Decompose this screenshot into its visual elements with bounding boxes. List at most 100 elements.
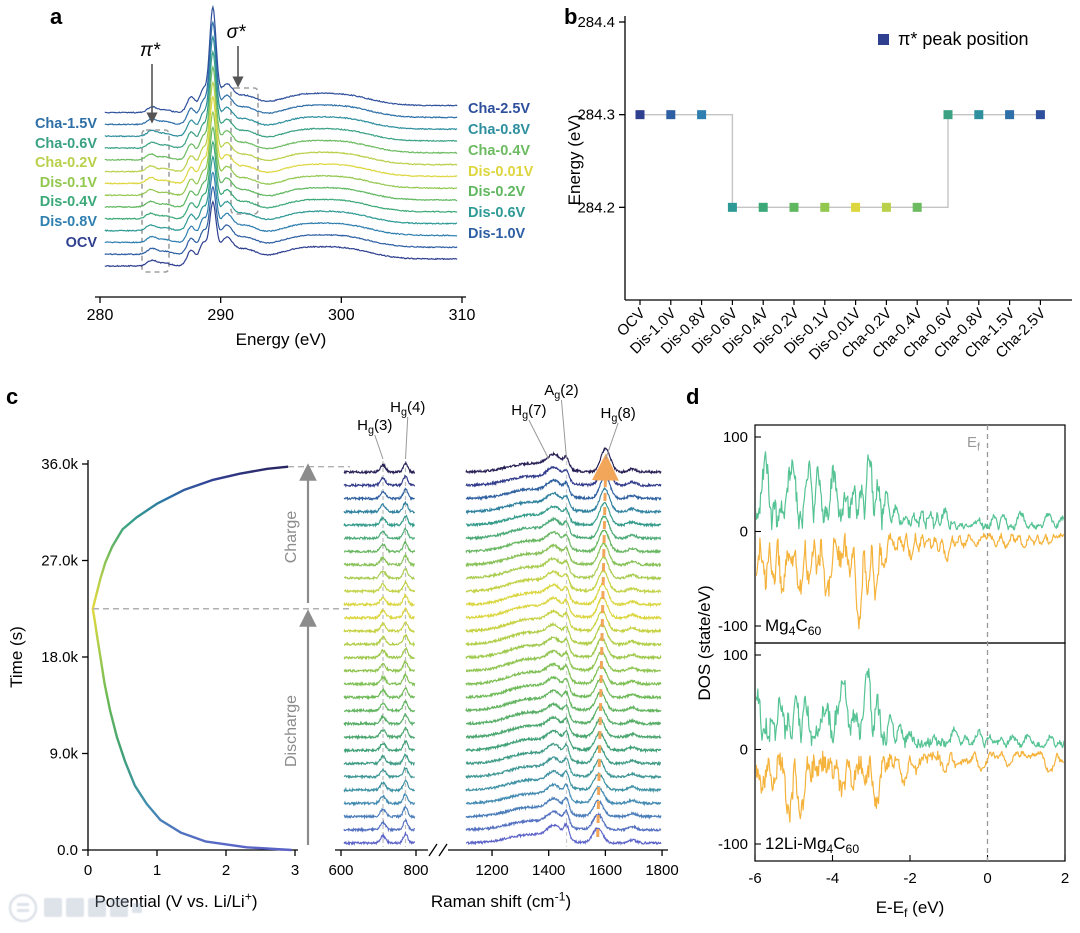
raman-xlabel: Raman shift (cm-1) — [431, 890, 571, 911]
panel-label-c: c — [6, 384, 19, 409]
raman-curve-20 — [343, 555, 662, 582]
peak-marker-Dis-0.1V — [820, 202, 830, 212]
peak-marker-OCV — [635, 110, 645, 120]
xas-curve-Dis-0.8V — [104, 171, 458, 244]
potential-xtick: 0 — [84, 862, 92, 879]
panel-b-ytick: 284.3 — [577, 107, 615, 124]
raman-curve-13 — [343, 649, 662, 674]
curve-label-Dis-1.0V: Dis-1.0V — [468, 226, 526, 242]
curve-label-Dis-0.2V: Dis-0.2V — [468, 184, 526, 200]
xas-curve-Cha-0.2V — [104, 81, 458, 173]
sigma-star-annotation: σ* — [227, 22, 246, 43]
panel-b-legend: π* peak position — [898, 29, 1029, 49]
discharge-arrow-label: Discharge — [283, 695, 300, 767]
raman-curve-19 — [343, 569, 662, 595]
curve-label-OCV: OCV — [66, 235, 98, 251]
panel-label-a: a — [50, 4, 63, 29]
raman-mode-label-4: Hg(8) — [601, 405, 636, 425]
dos-xtick: -2 — [903, 870, 916, 887]
panel-a-xtick: 280 — [87, 307, 114, 324]
curve-label-Cha-1.5V: Cha-1.5V — [35, 116, 97, 132]
raman-curve-22 — [343, 529, 662, 555]
xas-curve-Dis-0.01V — [104, 95, 458, 185]
raman-xtick: 1800 — [645, 862, 678, 879]
raman-xtick: 1200 — [475, 862, 508, 879]
raman-curve-27 — [343, 460, 662, 489]
peak-marker-Cha-2.5V — [1035, 110, 1045, 120]
raman-curve-21 — [343, 540, 662, 568]
curve-label-Dis-0.8V: Dis-0.8V — [40, 214, 98, 230]
panel-b-ylabel: Energy (eV) — [565, 115, 584, 206]
curve-label-Cha-0.8V: Cha-0.8V — [468, 122, 530, 138]
sigma-star-box — [230, 87, 259, 215]
raman-curve-17 — [343, 595, 662, 621]
time-ytick: 9.0k — [50, 746, 79, 763]
peak-marker-Cha-1.5V — [1005, 110, 1015, 120]
potential-xlabel: Potential (V vs. Li/Li+) — [94, 890, 257, 911]
pi-star-box — [141, 129, 170, 273]
raman-curve-26 — [343, 474, 662, 502]
raman-curve-5 — [343, 756, 662, 781]
dos-ytick: 100 — [723, 647, 748, 664]
xas-curve-Dis-0.4V — [104, 140, 458, 221]
fermi-label: Ef — [967, 434, 981, 454]
time-ylabel: Time (s) — [7, 626, 26, 688]
xas-curve-Cha-0.4V — [104, 64, 458, 161]
panel-a-xtick: 300 — [328, 307, 355, 324]
dos-curve-spin-up-panel0 — [756, 451, 1064, 531]
raman-curve-4 — [343, 769, 662, 794]
raman-mode-label-3: Ag(2) — [544, 382, 578, 402]
raman-curve-12 — [343, 662, 662, 688]
dos-panel-label-0: Mg4C60 — [765, 616, 822, 638]
raman-curve-14 — [343, 635, 662, 661]
curve-label-Cha-0.2V: Cha-0.2V — [35, 155, 97, 171]
raman-curve-25 — [343, 486, 662, 515]
raman-curve-18 — [343, 582, 662, 608]
panel-a-xtick: 310 — [449, 307, 476, 324]
raman-curve-16 — [343, 608, 662, 635]
panel-label-b: b — [564, 4, 578, 29]
dos-xtick: 0 — [983, 870, 991, 887]
raman-curve-9 — [343, 701, 662, 727]
raman-xtick: 1400 — [532, 862, 565, 879]
peak-marker-Cha-0.8V — [974, 110, 984, 120]
raman-curve-15 — [343, 621, 662, 648]
dos-panel-label-1: 12Li-Mg4C60 — [765, 834, 859, 856]
peak-position-step-line — [640, 113, 1041, 209]
raman-curve-2 — [343, 796, 662, 820]
raman-curve-11 — [343, 675, 662, 701]
panel-a-xlabel: Energy (eV) — [236, 330, 327, 349]
peak-marker-Cha-0.4V — [912, 202, 922, 212]
raman-curve-23 — [343, 515, 662, 542]
peak-marker-Dis-0.2V — [789, 202, 799, 212]
raman-curve-3 — [343, 782, 662, 807]
peak-marker-Dis-0.4V — [758, 202, 768, 212]
curve-label-Dis-0.1V: Dis-0.1V — [40, 175, 98, 191]
raman-curve-10 — [343, 688, 662, 714]
raman-mode-label-2: Hg(7) — [511, 402, 546, 422]
time-ytick: 0.0 — [57, 842, 78, 859]
raman-xtick: 800 — [403, 862, 428, 879]
raman-mode-label-0: Hg(3) — [357, 417, 392, 437]
peak-marker-Dis-0.6V — [727, 202, 737, 212]
raman-curve-6 — [343, 742, 662, 767]
curve-label-Dis-0.01V: Dis-0.01V — [468, 164, 534, 180]
raman-mode-label-1: Hg(4) — [390, 399, 425, 419]
curve-label-Cha-0.6V: Cha-0.6V — [35, 136, 97, 152]
dos-xlabel: E-Ef (eV) — [876, 898, 945, 920]
dos-ytick: -100 — [718, 618, 748, 635]
potential-xtick: 2 — [222, 862, 230, 879]
peak-marker-Dis-0.8V — [697, 110, 707, 120]
dos-ytick: 0 — [740, 524, 748, 541]
curve-label-Dis-0.4V: Dis-0.4V — [40, 194, 98, 210]
xas-curve-Dis-0.1V — [104, 110, 458, 197]
dos-xtick: 2 — [1061, 870, 1069, 887]
panel-a-xtick: 290 — [207, 307, 234, 324]
panel-c-raman-chart: 0.0 9.0k 18.0k 27.0k 36.0k 0 1 2 3 Time (s) Potent… — [7, 382, 679, 911]
dos-ytick: 100 — [723, 429, 748, 446]
dos-ylabel: DOS (state/eV) — [695, 585, 714, 700]
raman-xtick: 1600 — [589, 862, 622, 879]
